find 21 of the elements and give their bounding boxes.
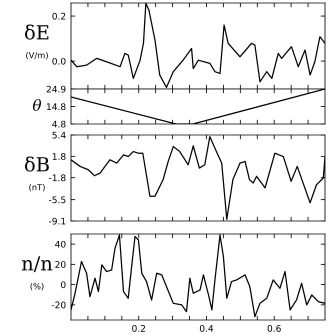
y-tick-label: 0.0 <box>52 58 66 65</box>
y-tick-label: 4.8 <box>52 120 66 128</box>
y-axis-title: n/n (%) <box>22 256 52 290</box>
x-tick-label: 0.2 <box>132 325 146 332</box>
y-tick-label: 1.8 <box>52 153 66 160</box>
y-tick-label: -9.1 <box>48 218 66 225</box>
y-tick-label: -20 <box>52 302 66 308</box>
y-tick-label: 24.9 <box>46 86 66 93</box>
y-tick-label: 0.2 <box>52 12 66 20</box>
y-axis-title: δB (nT) <box>24 156 49 192</box>
y-tick-label: 5.4 <box>52 132 66 139</box>
y-axis-title: θ <box>32 98 42 111</box>
y-tick-label: 14.8 <box>47 103 66 110</box>
x-tick-label: 0.6 <box>268 325 281 332</box>
y-tick-label: -5.5 <box>48 196 66 204</box>
y-axis-title: δE (V/m) <box>25 24 48 60</box>
y-tick-label: 40 <box>55 240 66 248</box>
y-tick-label: 0 <box>60 281 66 288</box>
y-tick-label: 20 <box>55 261 66 268</box>
y-tick-label: -1.8 <box>48 174 66 182</box>
x-tick-label: 0.4 <box>200 325 214 332</box>
